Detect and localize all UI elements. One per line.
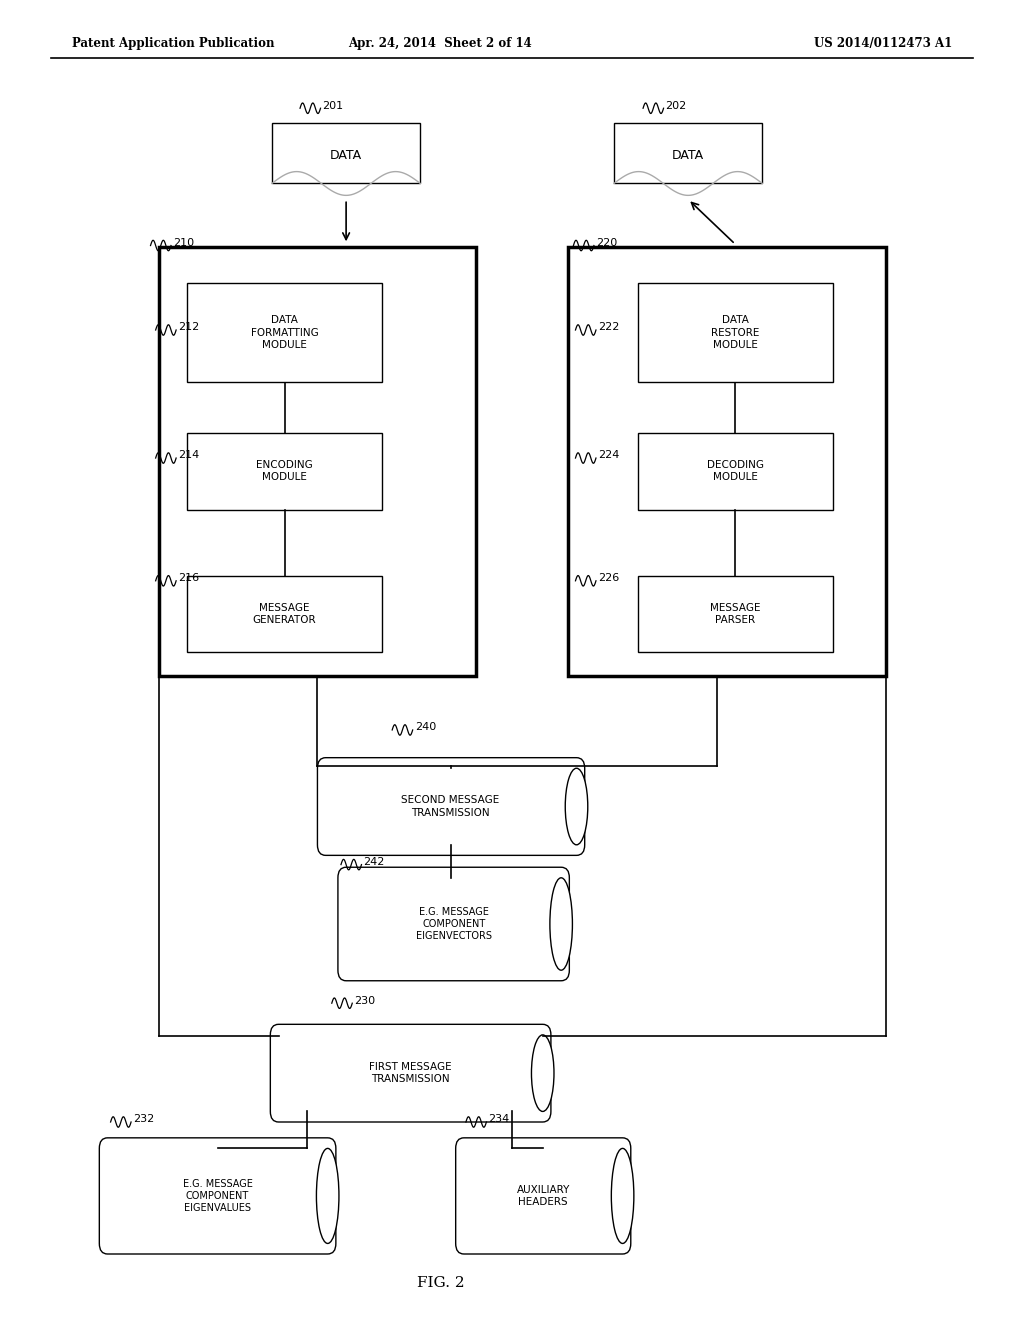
Bar [614, 123, 762, 183]
Text: MESSAGE
PARSER: MESSAGE PARSER [710, 603, 761, 624]
FancyBboxPatch shape [456, 1138, 631, 1254]
Text: Patent Application Publication: Patent Application Publication [72, 37, 274, 50]
Text: 232: 232 [133, 1114, 155, 1125]
FancyBboxPatch shape [338, 867, 569, 981]
Text: 214: 214 [178, 450, 200, 461]
Text: US 2014/0112473 A1: US 2014/0112473 A1 [814, 37, 952, 50]
Ellipse shape [565, 768, 588, 845]
Text: FIG. 2: FIG. 2 [417, 1276, 464, 1290]
Text: AUXILIARY
HEADERS: AUXILIARY HEADERS [516, 1185, 570, 1206]
Text: ENCODING
MODULE: ENCODING MODULE [256, 461, 313, 482]
Bar [187, 433, 382, 510]
Text: Apr. 24, 2014  Sheet 2 of 14: Apr. 24, 2014 Sheet 2 of 14 [348, 37, 532, 50]
Text: 242: 242 [364, 857, 385, 867]
Text: DATA
FORMATTING
MODULE: DATA FORMATTING MODULE [251, 315, 318, 350]
Text: 240: 240 [415, 722, 436, 733]
Text: 226: 226 [598, 573, 620, 583]
Text: DECODING
MODULE: DECODING MODULE [707, 461, 764, 482]
Ellipse shape [550, 878, 572, 970]
Text: DATA: DATA [672, 149, 705, 162]
Text: 222: 222 [598, 322, 620, 333]
Text: 234: 234 [488, 1114, 510, 1125]
Text: SECOND MESSAGE
TRANSMISSION: SECOND MESSAGE TRANSMISSION [401, 796, 500, 817]
Ellipse shape [316, 1148, 339, 1243]
Text: 230: 230 [354, 995, 376, 1006]
FancyBboxPatch shape [270, 1024, 551, 1122]
Bar [272, 123, 420, 183]
Bar [638, 576, 833, 652]
Text: FIRST MESSAGE
TRANSMISSION: FIRST MESSAGE TRANSMISSION [370, 1063, 452, 1084]
Bar [638, 284, 833, 383]
Text: 212: 212 [178, 322, 200, 333]
Text: DATA: DATA [330, 149, 362, 162]
Text: 220: 220 [596, 238, 617, 248]
Bar [159, 247, 476, 676]
Text: 210: 210 [173, 238, 195, 248]
Text: E.G. MESSAGE
COMPONENT
EIGENVECTORS: E.G. MESSAGE COMPONENT EIGENVECTORS [416, 907, 492, 941]
Text: DATA
RESTORE
MODULE: DATA RESTORE MODULE [711, 315, 760, 350]
Text: 224: 224 [598, 450, 620, 461]
Ellipse shape [611, 1148, 634, 1243]
Text: E.G. MESSAGE
COMPONENT
EIGENVALUES: E.G. MESSAGE COMPONENT EIGENVALUES [182, 1179, 253, 1213]
Bar [187, 284, 382, 383]
Text: 201: 201 [323, 100, 344, 111]
FancyBboxPatch shape [317, 758, 585, 855]
FancyBboxPatch shape [99, 1138, 336, 1254]
Text: 202: 202 [666, 100, 687, 111]
Ellipse shape [531, 1035, 554, 1111]
Bar [568, 247, 886, 676]
Bar [638, 433, 833, 510]
Text: MESSAGE
GENERATOR: MESSAGE GENERATOR [253, 603, 316, 624]
Text: 216: 216 [178, 573, 200, 583]
Bar [187, 576, 382, 652]
